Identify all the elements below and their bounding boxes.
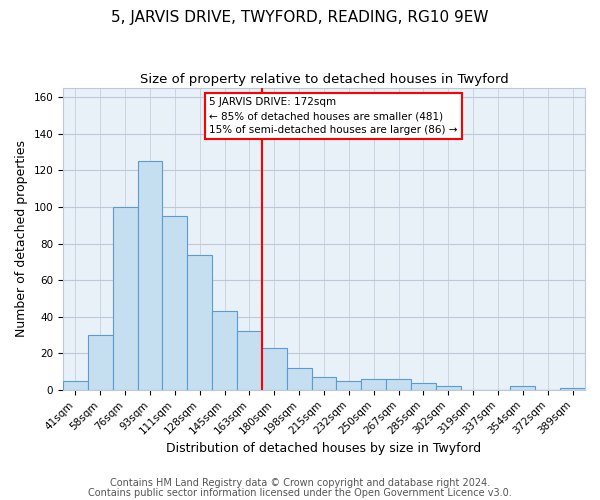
Bar — [361, 379, 386, 390]
Bar — [88, 335, 113, 390]
Bar — [212, 311, 237, 390]
Bar — [386, 379, 411, 390]
Y-axis label: Number of detached properties: Number of detached properties — [15, 140, 28, 338]
Text: 5, JARVIS DRIVE, TWYFORD, READING, RG10 9EW: 5, JARVIS DRIVE, TWYFORD, READING, RG10 … — [111, 10, 489, 25]
Bar — [411, 382, 436, 390]
Title: Size of property relative to detached houses in Twyford: Size of property relative to detached ho… — [140, 72, 508, 86]
Text: 5 JARVIS DRIVE: 172sqm
← 85% of detached houses are smaller (481)
15% of semi-de: 5 JARVIS DRIVE: 172sqm ← 85% of detached… — [209, 97, 458, 135]
Bar — [287, 368, 311, 390]
X-axis label: Distribution of detached houses by size in Twyford: Distribution of detached houses by size … — [166, 442, 482, 455]
Bar — [337, 380, 361, 390]
Bar — [113, 207, 137, 390]
Bar — [262, 348, 287, 390]
Bar — [560, 388, 585, 390]
Bar — [63, 380, 88, 390]
Bar — [187, 254, 212, 390]
Bar — [237, 332, 262, 390]
Bar — [436, 386, 461, 390]
Bar — [137, 161, 163, 390]
Bar — [163, 216, 187, 390]
Text: Contains public sector information licensed under the Open Government Licence v3: Contains public sector information licen… — [88, 488, 512, 498]
Text: Contains HM Land Registry data © Crown copyright and database right 2024.: Contains HM Land Registry data © Crown c… — [110, 478, 490, 488]
Bar — [311, 377, 337, 390]
Bar — [511, 386, 535, 390]
